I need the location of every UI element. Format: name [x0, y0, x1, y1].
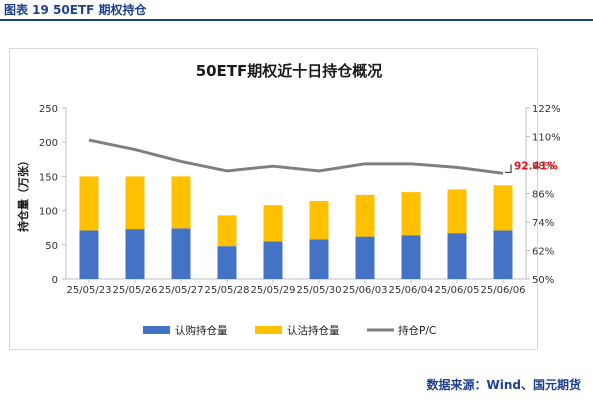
x-tick-label: 25/05/28: [205, 285, 250, 296]
put-bar: [447, 189, 467, 234]
put-bar: [171, 176, 191, 229]
y2-tick-label: 50%: [532, 275, 554, 286]
x-tick-label: 25/06/04: [389, 285, 434, 296]
put-bar: [125, 176, 145, 230]
call-bar: [217, 246, 237, 279]
y-tick-label: 150: [39, 172, 58, 183]
legend-label-pc: 持仓P/C: [398, 324, 436, 337]
y2-tick-label: 122%: [532, 104, 561, 115]
x-tick-label: 25/06/03: [343, 285, 388, 296]
put-bar: [263, 205, 283, 242]
call-bar: [493, 230, 513, 279]
annotation-leader: [505, 164, 512, 173]
legend-label-call: 认购持仓量: [175, 324, 228, 337]
x-tick-label: 25/05/30: [297, 285, 342, 296]
chart-title: 50ETF期权近十日持仓概况: [196, 62, 383, 80]
put-bar: [355, 194, 375, 237]
y-tick-label: 100: [39, 207, 58, 218]
put-bar: [401, 192, 421, 236]
call-bar: [125, 229, 145, 279]
pc-ratio-line: [88, 138, 504, 175]
legend-label-put: 认沽持仓量: [287, 324, 340, 337]
legend-swatch-put: [255, 326, 282, 334]
call-bar: [263, 241, 283, 279]
x-tick-label: 25/05/29: [251, 285, 296, 296]
y-tick-label: 250: [39, 104, 58, 115]
call-bar: [447, 233, 467, 279]
y-tick-label: 50: [45, 241, 58, 252]
put-bar: [79, 176, 99, 231]
x-tick-label: 25/05/26: [113, 285, 158, 296]
y2-tick-label: 74%: [532, 218, 554, 229]
x-tick-label: 25/05/23: [67, 285, 112, 296]
y-axis-label: 持仓量（万张）: [16, 155, 30, 232]
chart-frame: [9, 48, 538, 350]
put-bar: [217, 215, 237, 247]
call-bar: [79, 230, 99, 279]
y-tick-label: 200: [39, 138, 58, 149]
put-bar: [309, 201, 329, 240]
figure-caption: 图表 19 50ETF 期权持仓: [4, 3, 147, 17]
x-tick-label: 25/06/05: [435, 285, 480, 296]
put-bar: [493, 185, 513, 231]
caption-divider: [0, 19, 593, 21]
y2-tick-label: 86%: [532, 190, 554, 201]
y-tick-label: 0: [52, 275, 58, 286]
call-bar: [171, 228, 191, 279]
data-source: 数据来源：Wind、国元期货: [426, 378, 581, 392]
pc-latest-annotation: 92.41%: [514, 160, 558, 172]
call-bar: [309, 239, 329, 279]
y2-tick-label: 110%: [532, 133, 561, 144]
legend-swatch-call: [143, 326, 170, 334]
call-bar: [355, 236, 375, 279]
y2-tick-label: 62%: [532, 247, 554, 258]
x-tick-label: 25/06/06: [481, 285, 526, 296]
y2-tick-label: 98%: [532, 161, 554, 172]
call-bar: [401, 235, 421, 279]
x-tick-label: 25/05/27: [159, 285, 204, 296]
